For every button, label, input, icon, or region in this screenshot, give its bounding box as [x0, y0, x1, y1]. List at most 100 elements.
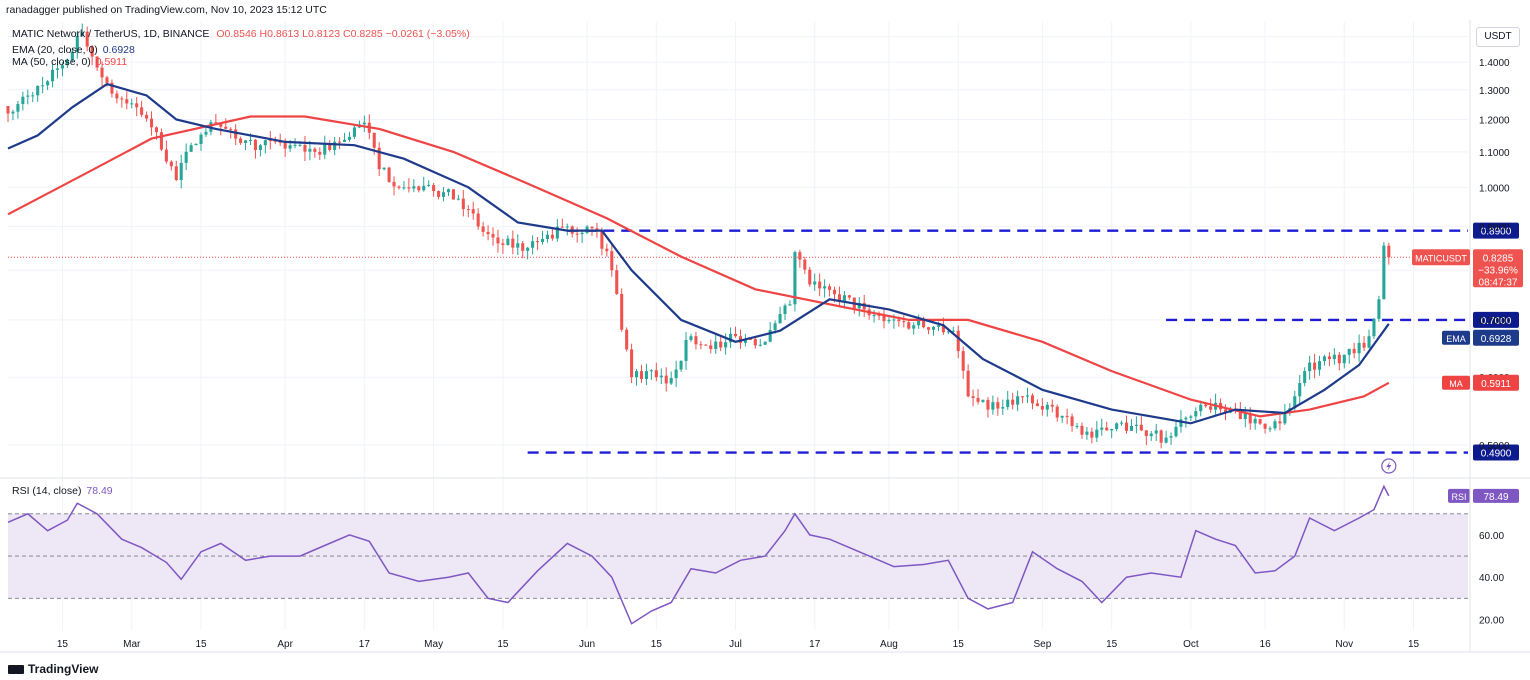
tradingview-icon: [8, 665, 24, 675]
candle-body: [461, 198, 465, 210]
price-tick-label: 0.5000: [1479, 441, 1510, 452]
candle-body: [343, 139, 347, 142]
candle-body: [397, 186, 401, 188]
candle-body: [733, 333, 738, 337]
symbol-title: MATIC Network / TetherUS, 1D, BINANCE: [12, 28, 210, 40]
candle-body: [85, 31, 89, 47]
candle-body: [189, 145, 193, 152]
candle-body: [169, 161, 173, 167]
candle-body: [1070, 416, 1074, 427]
candle-body: [1100, 427, 1104, 430]
candle-body: [328, 144, 332, 150]
symbol-legend[interactable]: MATIC Network / TetherUS, 1D, BINANCE O0…: [12, 28, 470, 40]
candle-body: [555, 226, 559, 239]
candle-body: [441, 192, 446, 197]
currency-button[interactable]: USDT: [1476, 27, 1520, 47]
candle-body: [1293, 396, 1297, 409]
candle-body: [140, 107, 144, 115]
candle-body: [496, 237, 500, 244]
ma-legend[interactable]: MA (50, close, 0) 0.5911: [12, 56, 127, 68]
candle-body: [931, 326, 936, 330]
candle-body: [1204, 404, 1208, 407]
rsi-legend[interactable]: RSI (14, close) 78.49: [12, 485, 113, 497]
candle-body: [333, 141, 337, 150]
candle-body: [1139, 424, 1143, 431]
candle-body: [630, 349, 634, 378]
candle-body: [783, 305, 787, 315]
candle-body: [466, 209, 470, 211]
candle-body: [412, 186, 416, 189]
candle-body: [1184, 417, 1188, 420]
ohlc-values: O0.8546 H0.8613 L0.8123 C0.8285 −0.0261 …: [216, 28, 470, 40]
candle-body: [907, 322, 911, 329]
candle-body: [719, 341, 723, 348]
candle-body: [1387, 245, 1391, 258]
candle-body: [674, 369, 678, 379]
lightning-icon[interactable]: [1381, 458, 1397, 474]
candle-body: [1278, 421, 1282, 424]
candle-body: [446, 189, 451, 193]
candle-body: [521, 243, 525, 251]
candle-body: [362, 122, 366, 125]
candle-body: [635, 371, 639, 378]
moving-average-lines: [7, 82, 1390, 425]
candle-body: [1065, 415, 1069, 417]
ema-legend[interactable]: EMA (20, close, 0) 0.6928: [12, 44, 135, 56]
candle-body: [244, 140, 248, 143]
candle-body: [1006, 399, 1010, 408]
tradingview-logo[interactable]: TradingView: [8, 662, 98, 676]
candle-body: [194, 143, 198, 146]
candle-body: [813, 281, 817, 285]
time-tick-label: Apr: [277, 639, 293, 650]
candle-body: [506, 238, 510, 245]
candle-body: [1263, 423, 1267, 429]
candle-body: [55, 68, 60, 70]
brand-name: TradingView: [28, 662, 99, 676]
candle-body: [1040, 406, 1044, 410]
candle-body: [110, 82, 114, 94]
candle-body: [1362, 342, 1366, 348]
candle-body: [105, 77, 109, 83]
candle-body: [897, 319, 901, 322]
candle-body: [600, 230, 604, 249]
candle-body: [1327, 356, 1331, 360]
candle-body: [164, 149, 168, 162]
candle-body: [90, 46, 94, 57]
candle-body: [828, 286, 832, 290]
candle-body: [778, 314, 782, 324]
candle-body: [625, 329, 629, 350]
candle-body: [1283, 411, 1287, 424]
candle-body: [456, 198, 460, 200]
candle-body: [545, 234, 549, 239]
candle-body: [65, 59, 69, 66]
candle-body: [1159, 430, 1163, 443]
candle-body: [936, 325, 940, 327]
last-price-tag: [1473, 249, 1523, 288]
candle-body: [951, 330, 955, 332]
candle-body: [392, 181, 396, 187]
candle-body: [204, 131, 208, 135]
candle-body: [966, 370, 970, 397]
candle-body: [649, 370, 653, 372]
candle-body: [526, 247, 530, 251]
last-price-value: 0.8285: [1483, 253, 1514, 264]
rsi-tick-label: 40.00: [1479, 573, 1504, 584]
candle-body: [31, 95, 35, 97]
price-tags: MATICUSDT 0.8285−33.96%08:47:37 EMA 0.6928 M…: [1412, 249, 1523, 391]
candle-body: [491, 234, 495, 238]
candle-body: [823, 286, 827, 289]
candle-body: [946, 331, 950, 333]
candle-body: [1090, 431, 1094, 438]
candle-body: [1332, 354, 1336, 360]
candle-body: [986, 399, 990, 410]
candle-body: [511, 238, 515, 248]
candle-body: [258, 145, 262, 150]
candle-body: [179, 162, 183, 180]
candle-body: [763, 341, 767, 345]
ma-name-label: MA: [1449, 379, 1463, 389]
time-tick-label: Jun: [579, 639, 595, 650]
candle-body: [1209, 406, 1213, 410]
candle-body: [892, 319, 896, 321]
candle-body: [1367, 336, 1371, 348]
